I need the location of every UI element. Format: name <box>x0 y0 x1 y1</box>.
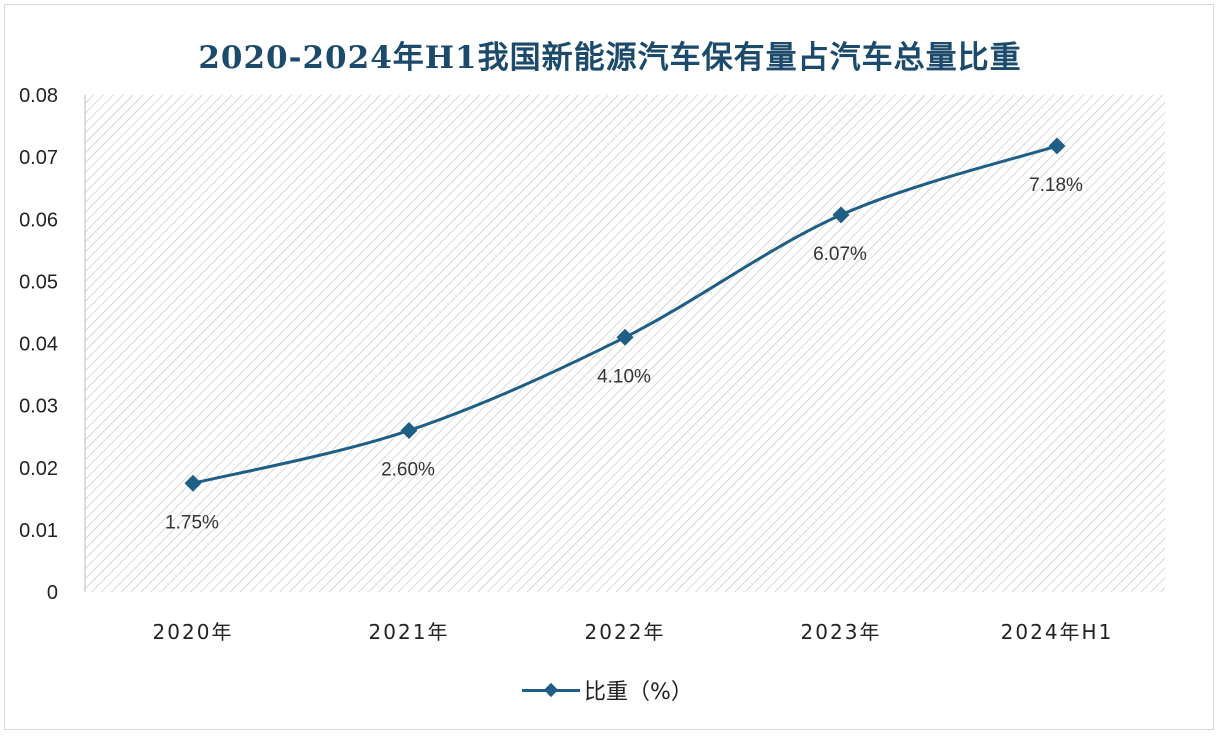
y-tick-label: 0.01 <box>19 520 58 542</box>
y-tick-label: 0.07 <box>19 147 58 169</box>
data-label: 6.07% <box>813 244 867 265</box>
legend: 比重（%） <box>522 674 693 706</box>
y-tick-label: 0.02 <box>19 458 58 480</box>
chart-frame <box>4 4 1214 730</box>
y-tick-label: 0.05 <box>19 271 58 293</box>
chart-title: 2020-2024年H1我国新能源汽车保有量占汽车总量比重 <box>198 40 1022 76</box>
y-tick-label: 0.03 <box>19 396 58 418</box>
data-point-marker <box>184 474 202 492</box>
x-tick-label: 2022年 <box>585 620 666 644</box>
y-tick-label: 0.06 <box>19 209 58 231</box>
x-tick-label: 2021年 <box>369 620 450 644</box>
y-tick-label: 0 <box>47 582 58 604</box>
y-tick-label: 0.08 <box>19 85 58 107</box>
data-label: 1.75% <box>165 512 219 533</box>
x-tick-label: 2020年 <box>153 620 234 644</box>
x-tick-label: 2023年 <box>801 620 882 644</box>
data-label: 2.60% <box>381 459 435 480</box>
x-tick-label: 2024年H1 <box>1001 620 1114 644</box>
data-label: 7.18% <box>1029 175 1083 196</box>
data-label: 4.10% <box>597 366 651 387</box>
data-point-marker <box>832 206 850 224</box>
data-point-marker <box>616 328 634 346</box>
y-tick-label: 0.04 <box>19 334 58 356</box>
legend-line-marker-icon <box>522 680 580 700</box>
data-point-marker <box>400 421 418 439</box>
legend-label: 比重（%） <box>584 680 693 705</box>
